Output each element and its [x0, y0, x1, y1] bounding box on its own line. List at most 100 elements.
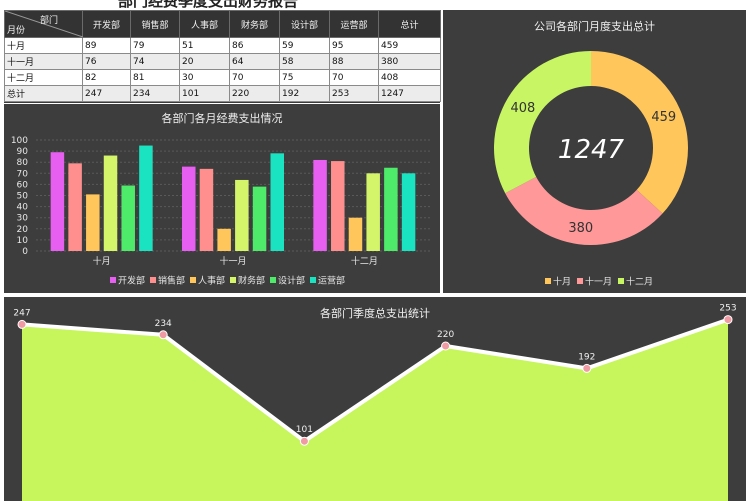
- donut-slice: [494, 51, 591, 194]
- bar: [270, 153, 284, 251]
- table-cell: 79: [130, 37, 180, 54]
- table-cell: 51: [179, 37, 230, 54]
- y-tick-label: 100: [11, 136, 28, 146]
- area-chart-title: 各部门季度总支出统计: [320, 307, 430, 320]
- y-tick-label: 60: [17, 180, 29, 190]
- table-cell: 220: [229, 85, 280, 102]
- y-tick-label: 50: [17, 192, 29, 202]
- table-header-cell: 销售部: [130, 10, 180, 38]
- table-cell: 101: [179, 85, 230, 102]
- legend-label: 销售部: [158, 275, 185, 287]
- summary-table: 部门 月份 开发部 销售部 人事部 财务部 设计部 运营部 总计 十月 89 7…: [4, 10, 441, 102]
- legend-swatch: [110, 277, 116, 283]
- table-cell: 95: [329, 37, 379, 54]
- bar: [366, 173, 380, 251]
- donut-slice-label: 459: [651, 110, 676, 125]
- legend-swatch: [618, 278, 624, 284]
- area-point: [441, 341, 451, 351]
- area-point: [723, 315, 733, 325]
- corner-header-dept: 部门: [39, 16, 58, 26]
- row-label: 十一月: [4, 53, 83, 70]
- legend-swatch: [190, 277, 196, 283]
- corner-header-month: 月份: [7, 26, 26, 36]
- area-chart: 247 234 101 220 192 253: [13, 304, 737, 501]
- table-cell: 64: [229, 53, 280, 70]
- report-title-strip: 部门经费季度支出财务报告: [0, 0, 440, 10]
- donut-slice: [591, 51, 688, 214]
- table-cell: 192: [279, 85, 330, 102]
- table-cell: 1247: [378, 85, 441, 102]
- y-tick-label: 70: [17, 169, 29, 179]
- x-category-label: 十一月: [219, 255, 246, 267]
- table-cell: 89: [82, 37, 131, 54]
- table-cell: 408: [378, 69, 441, 86]
- legend-label: 开发部: [118, 275, 145, 287]
- row-label: 十月: [4, 37, 83, 54]
- table-total-row: 总计 247 234 101 220 192 253 1247: [4, 85, 441, 102]
- bar: [121, 185, 135, 251]
- area-point: [158, 330, 168, 340]
- y-tick-label: 40: [17, 203, 29, 213]
- table-cell: 459: [378, 37, 441, 54]
- table-row: 十二月 82 81 30 70 75 70 408: [4, 69, 441, 86]
- table-cell: 86: [229, 37, 280, 54]
- donut-center-total: 1247: [558, 135, 625, 165]
- area-value-label: 192: [578, 352, 595, 362]
- bar: [182, 166, 196, 251]
- area-value-label: 247: [13, 308, 30, 318]
- y-tick-label: 30: [17, 214, 29, 224]
- table-header-cell: 设计部: [279, 10, 330, 38]
- donut-chart-title: 公司各部门月度支出总计: [534, 20, 655, 33]
- table-cell: 70: [329, 69, 379, 86]
- area-value-label: 101: [296, 425, 313, 435]
- y-tick-label: 80: [17, 158, 29, 168]
- table-cell: 76: [82, 53, 131, 70]
- table-cell: 88: [329, 53, 379, 70]
- summary-table-panel: 部门 月份 开发部 销售部 人事部 财务部 设计部 运营部 总计 十月 89 7…: [4, 10, 441, 103]
- table-cell: 20: [179, 53, 230, 70]
- area-fill: [22, 319, 728, 501]
- donut-slice-label: 380: [568, 221, 593, 236]
- table-cell: 247: [82, 85, 131, 102]
- legend-label: 十一月: [585, 276, 612, 288]
- y-tick-label: 0: [22, 247, 28, 257]
- table-row: 十月 89 79 51 86 59 95 459: [4, 37, 441, 54]
- table-cell: 253: [329, 85, 379, 102]
- table-cell: 58: [279, 53, 330, 70]
- legend-swatch: [310, 277, 316, 283]
- y-tick-label: 90: [17, 147, 29, 157]
- legend-swatch: [270, 277, 276, 283]
- bar: [139, 145, 153, 251]
- table-header-cell: 总计: [378, 10, 441, 38]
- table-cell: 380: [378, 53, 441, 70]
- donut-slice: [505, 176, 663, 245]
- area-point: [299, 436, 309, 446]
- legend-swatch: [230, 277, 236, 283]
- y-tick-label: 20: [17, 225, 29, 235]
- legend-swatch: [150, 277, 156, 283]
- area-value-label: 234: [155, 319, 172, 329]
- report-title: 部门经费季度支出财务报告: [118, 0, 299, 10]
- table-cell: 75: [279, 69, 330, 86]
- bar-chart-title: 各部门各月经费支出情况: [161, 112, 283, 125]
- table-header-cell: 财务部: [229, 10, 280, 38]
- bar: [103, 155, 118, 251]
- bar: [217, 228, 231, 251]
- x-category-label: 十二月: [351, 255, 378, 267]
- table-cell: 234: [130, 85, 180, 102]
- legend-swatch: [545, 278, 551, 284]
- bar: [199, 168, 214, 251]
- row-label: 总计: [4, 85, 83, 102]
- area-value-label: 253: [719, 304, 736, 314]
- bar: [235, 179, 249, 251]
- area-point: [17, 319, 27, 329]
- bar: [384, 167, 398, 251]
- row-label: 十二月: [4, 69, 83, 86]
- area-value-label: 220: [437, 330, 454, 340]
- table-header-cell: 运营部: [329, 10, 379, 38]
- donut-chart: 459 380 408 1247 十月 十一月 十二月: [494, 51, 688, 288]
- donut-chart-panel: 公司各部门月度支出总计 459 380 408 1247 十月 十一月 十二月: [443, 10, 746, 293]
- donut-slice-label: 408: [511, 101, 536, 116]
- bar: [86, 194, 100, 251]
